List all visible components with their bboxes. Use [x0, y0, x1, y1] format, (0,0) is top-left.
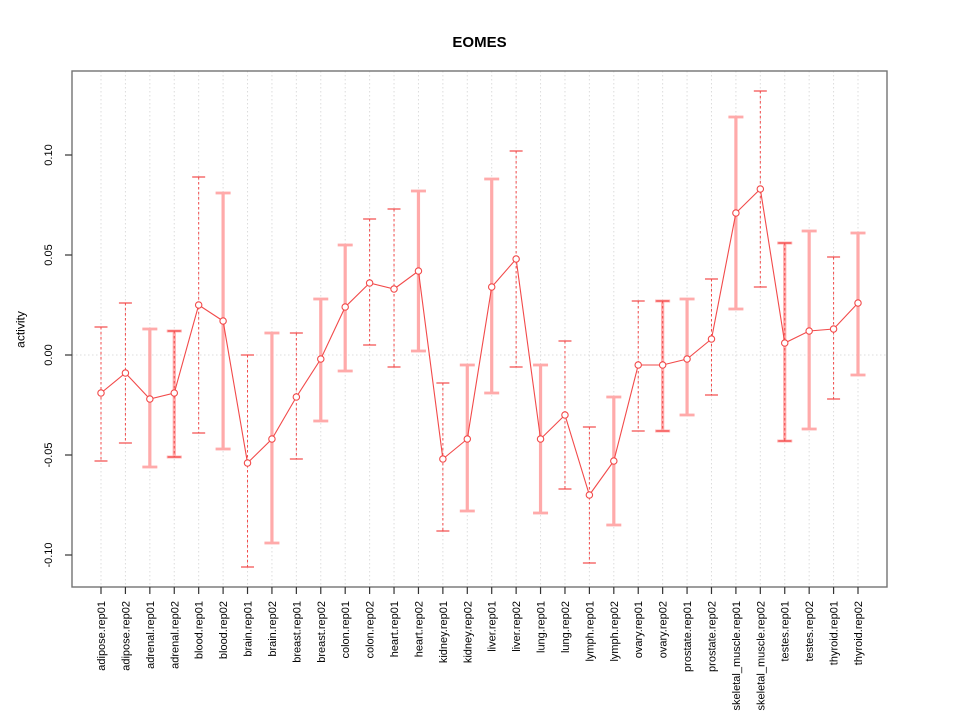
y-tick-label: 0.05: [43, 244, 55, 265]
x-tick-label: brain.rep01: [243, 601, 255, 657]
data-point-marker: [732, 209, 740, 217]
data-point-marker: [146, 395, 154, 403]
data-point-marker: [634, 361, 642, 369]
x-tick-label: lung.rep02: [560, 601, 572, 653]
plot-frame: [71, 70, 888, 588]
x-tick-label: breast.rep01: [291, 601, 303, 663]
data-point-marker: [512, 255, 520, 263]
data-point-marker: [756, 185, 765, 193]
x-tick-label: prostate.rep02: [706, 601, 718, 672]
x-tick-label: heart.rep01: [389, 601, 401, 657]
series-line: [100, 187, 859, 497]
x-tick-label: adrenal.rep02: [169, 601, 181, 669]
data-point-marker: [341, 303, 349, 311]
data-point-marker: [536, 435, 545, 443]
data-point-marker: [121, 369, 130, 377]
data-point-marker: [268, 435, 276, 443]
y-axis-label: activity: [13, 311, 28, 348]
data-point-marker: [414, 267, 423, 275]
x-tick-label: liver.rep02: [511, 601, 523, 652]
data-point-marker: [170, 389, 179, 397]
data-point-marker: [463, 435, 472, 443]
data-point-marker: [561, 411, 569, 419]
y-tick-label: -0.05: [43, 442, 55, 467]
x-tick-label: ovary.rep01: [633, 601, 645, 658]
x-tick-label: ovary.rep02: [658, 601, 670, 658]
x-tick-label: skeletal_muscle.rep02: [755, 601, 767, 710]
x-tick-label: testes.rep02: [804, 601, 816, 662]
data-point-marker: [854, 299, 862, 307]
data-point-marker: [219, 317, 227, 325]
data-point-marker: [658, 361, 667, 369]
x-tick-label: blood.rep01: [194, 601, 206, 659]
x-tick-label: thyroid.rep02: [853, 601, 865, 665]
data-point-marker: [317, 355, 325, 363]
x-tick-label: brain.rep02: [267, 601, 279, 657]
x-tick-label: liver.rep01: [487, 601, 499, 652]
data-point-marker: [610, 457, 618, 465]
x-tick-label: breast.rep02: [316, 601, 328, 663]
x-tick-label: lymph.rep01: [584, 601, 596, 662]
data-point-marker: [805, 327, 813, 335]
data-point-marker: [243, 459, 252, 467]
data-point-marker: [683, 355, 691, 363]
x-tick-label: thyroid.rep01: [829, 601, 841, 665]
x-tick-label: adipose.rep02: [120, 601, 132, 671]
x-tick-label: prostate.rep01: [682, 601, 694, 672]
data-point-marker: [365, 279, 374, 287]
data-point-marker: [585, 491, 594, 499]
data-point-marker: [292, 393, 301, 401]
data-point-marker: [97, 389, 105, 397]
x-tick-label: colon.rep02: [365, 601, 377, 659]
y-tick-label: 0.00: [43, 344, 55, 365]
x-tick-label: lung.rep01: [536, 601, 548, 653]
data-point-marker: [829, 325, 838, 333]
x-tick-label: kidney.rep02: [462, 601, 474, 663]
chart-title: EOMES: [452, 34, 507, 51]
x-tick-label: colon.rep01: [340, 601, 352, 659]
x-tick-label: adipose.rep01: [96, 601, 108, 671]
data-point-marker: [707, 335, 716, 343]
x-tick-label: lymph.rep02: [609, 601, 621, 662]
data-point-marker: [780, 339, 789, 347]
data-point-marker: [487, 283, 496, 291]
x-tick-label: blood.rep02: [218, 601, 230, 659]
x-tick-label: skeletal_muscle.rep01: [731, 601, 743, 710]
x-tick-label: adrenal.rep01: [145, 601, 157, 669]
data-point-marker: [194, 301, 203, 309]
data-point-marker: [439, 455, 447, 463]
data-point-marker: [390, 285, 398, 293]
x-tick-label: kidney.rep01: [438, 601, 450, 663]
y-tick-label: -0.10: [43, 542, 55, 567]
x-tick-label: testes.rep01: [780, 601, 792, 662]
y-tick-label: 0.10: [43, 144, 55, 165]
x-tick-label: heart.rep02: [413, 601, 425, 657]
